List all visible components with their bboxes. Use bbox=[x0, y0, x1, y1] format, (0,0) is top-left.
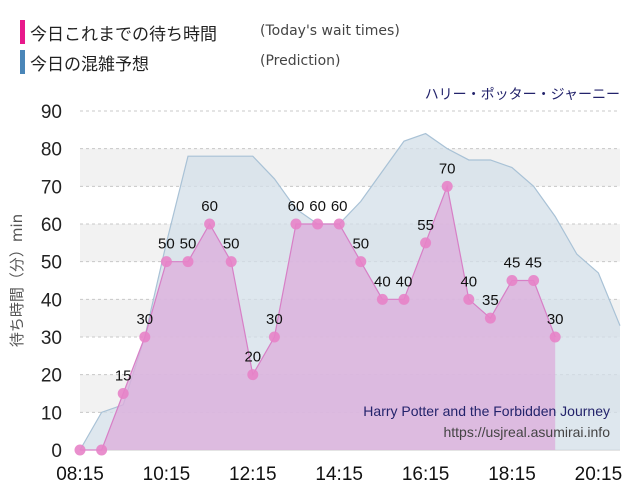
data-point bbox=[355, 256, 367, 268]
watermark-url: https://usjreal.asumirai.info bbox=[443, 424, 610, 440]
data-point bbox=[182, 256, 194, 268]
legend-prediction-note: (Prediction) bbox=[260, 53, 341, 69]
y-tick-label: 40 bbox=[41, 290, 62, 311]
x-tick-label: 16:15 bbox=[402, 464, 450, 485]
y-tick-label: 70 bbox=[41, 177, 62, 198]
y-tick-label: 90 bbox=[41, 102, 62, 123]
data-label: 60 bbox=[201, 198, 218, 215]
data-label: 60 bbox=[309, 198, 326, 215]
data-label: 20 bbox=[244, 349, 261, 366]
x-tick-label: 12:15 bbox=[229, 464, 277, 485]
grid-band bbox=[80, 148, 620, 187]
y-tick-label: 0 bbox=[51, 441, 62, 462]
x-tick-label: 18:15 bbox=[488, 464, 536, 485]
y-tick-label: 50 bbox=[41, 253, 62, 274]
data-label: 50 bbox=[158, 236, 175, 253]
data-label: 40 bbox=[396, 273, 413, 290]
data-point bbox=[290, 218, 302, 230]
data-label: 45 bbox=[504, 255, 521, 272]
y-axis-label: 待ち時間（分）min bbox=[8, 214, 26, 347]
y-tick-label: 80 bbox=[41, 140, 62, 161]
legend-prediction: 今日の混雑予想 (Prediction) bbox=[20, 48, 620, 78]
watermark-title: Harry Potter and the Forbidden Journey bbox=[363, 403, 610, 419]
actual-swatch bbox=[20, 20, 25, 44]
x-tick-label: 20:15 bbox=[575, 464, 623, 485]
data-point bbox=[312, 218, 324, 230]
data-point bbox=[528, 275, 540, 286]
data-label: 30 bbox=[136, 311, 153, 328]
legend-actual: 今日これまでの待ち時間 (Today's wait times) bbox=[20, 18, 620, 48]
data-point bbox=[96, 444, 108, 456]
data-point bbox=[160, 256, 172, 268]
data-label: 40 bbox=[460, 273, 477, 290]
x-tick-label: 08:15 bbox=[56, 464, 104, 485]
data-label: 55 bbox=[417, 217, 434, 234]
prediction-swatch bbox=[20, 50, 25, 74]
data-label: 70 bbox=[439, 160, 456, 177]
y-tick-label: 20 bbox=[41, 366, 62, 387]
data-label: 30 bbox=[266, 311, 283, 328]
data-point bbox=[204, 218, 216, 230]
data-label: 60 bbox=[288, 198, 305, 215]
data-point bbox=[484, 312, 496, 324]
data-label: 50 bbox=[352, 236, 369, 253]
data-point bbox=[247, 369, 259, 381]
y-tick-label: 60 bbox=[41, 215, 62, 236]
data-label: 60 bbox=[331, 198, 348, 215]
x-tick-label: 10:15 bbox=[143, 464, 191, 485]
chart-axes: 0 10 20 30 40 50 60 70 80 90 08:15 10:15 12:15 14:15 1… bbox=[8, 102, 622, 485]
actual-markers bbox=[74, 180, 561, 456]
x-tick-label: 14:15 bbox=[315, 464, 363, 485]
data-label: 40 bbox=[374, 273, 391, 290]
legend-actual-label: 今日これまでの待ち時間 bbox=[30, 25, 217, 45]
data-point bbox=[506, 275, 518, 286]
data-point bbox=[117, 388, 129, 399]
data-point bbox=[463, 293, 475, 305]
prediction-line bbox=[79, 132, 621, 451]
data-point bbox=[333, 218, 345, 230]
data-label: 35 bbox=[482, 292, 499, 309]
data-point bbox=[376, 293, 388, 305]
data-label: 30 bbox=[547, 311, 564, 328]
legend-prediction-label: 今日の混雑予想 bbox=[30, 55, 149, 75]
data-point bbox=[74, 444, 86, 456]
data-label: 45 bbox=[525, 255, 542, 272]
y-tick-label: 30 bbox=[41, 328, 62, 349]
data-point bbox=[398, 293, 410, 305]
data-point bbox=[139, 331, 151, 343]
data-label: 15 bbox=[115, 368, 132, 385]
y-tick-label: 10 bbox=[41, 403, 62, 424]
data-point bbox=[549, 331, 561, 343]
data-label: 50 bbox=[223, 236, 240, 253]
data-point bbox=[268, 331, 280, 343]
data-point bbox=[441, 180, 453, 192]
legend-actual-note: (Today's wait times) bbox=[260, 23, 400, 39]
attraction-name: ハリー・ポッター・ジャーニー bbox=[424, 87, 620, 103]
actual-area bbox=[80, 186, 556, 451]
data-point bbox=[420, 237, 432, 249]
data-label: 50 bbox=[180, 236, 197, 253]
data-point bbox=[225, 256, 237, 268]
legend: 今日これまでの待ち時間 (Today's wait times) 今日の混雑予想… bbox=[20, 18, 620, 78]
